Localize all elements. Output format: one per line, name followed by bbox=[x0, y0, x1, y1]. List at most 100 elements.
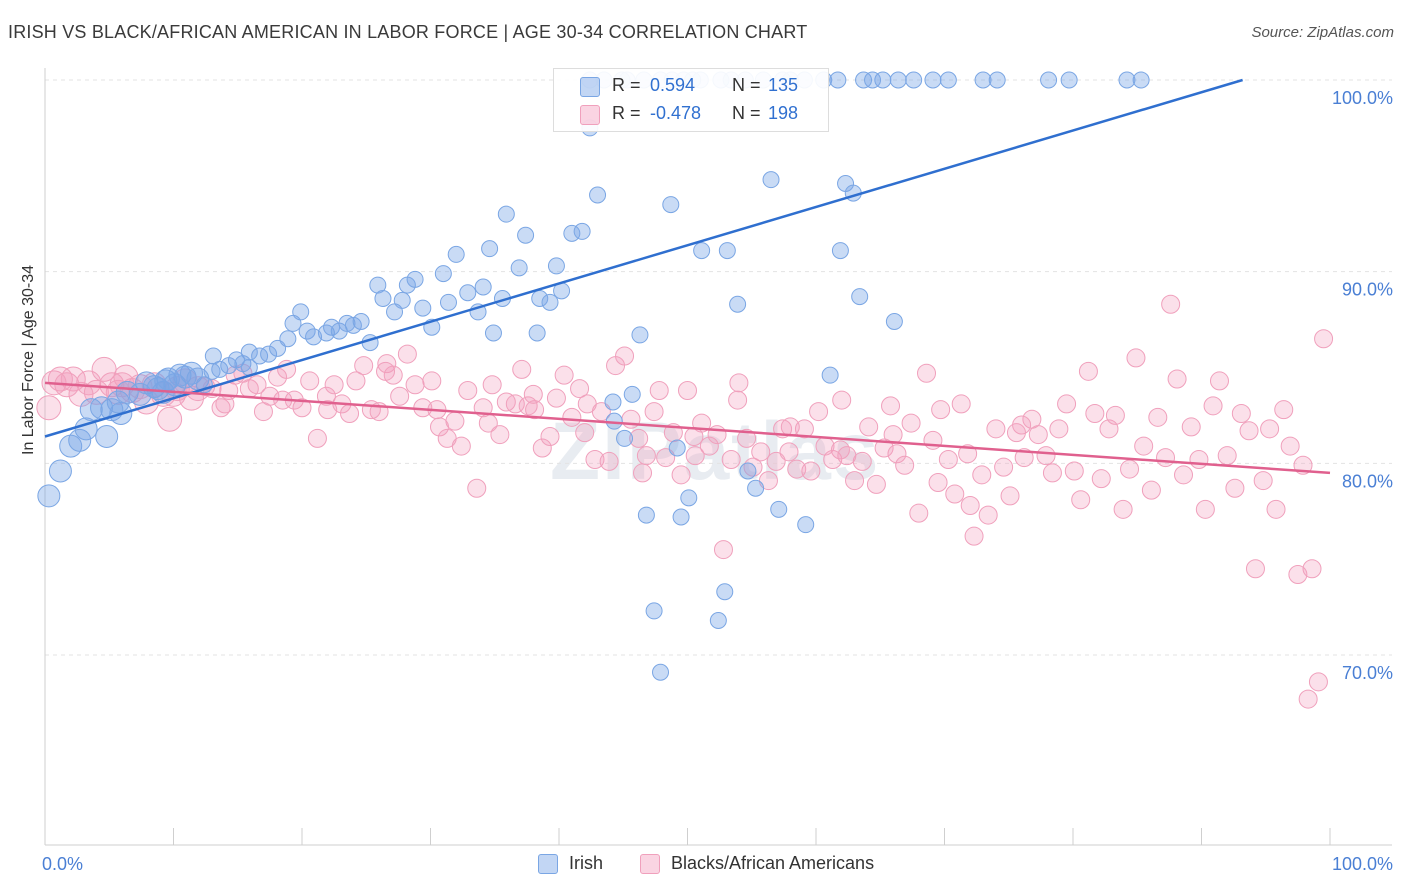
black-point bbox=[1014, 448, 1034, 468]
irish-point bbox=[204, 347, 222, 365]
black-point bbox=[633, 463, 653, 483]
black-point bbox=[340, 404, 360, 423]
black-point bbox=[377, 354, 397, 374]
irish-swatch bbox=[580, 77, 600, 97]
black-point bbox=[397, 344, 417, 364]
irish-point bbox=[631, 326, 649, 344]
black-point bbox=[540, 427, 560, 446]
black-point bbox=[978, 505, 998, 525]
irish-point bbox=[374, 290, 392, 307]
black-point bbox=[1203, 396, 1223, 416]
irish-point bbox=[517, 226, 535, 244]
black-point bbox=[721, 450, 741, 469]
irish-point bbox=[510, 259, 528, 277]
black-point bbox=[671, 465, 691, 485]
irish-point bbox=[547, 257, 565, 275]
black-point bbox=[451, 436, 471, 456]
black-point bbox=[866, 474, 886, 494]
x-axis-ticks bbox=[173, 828, 1331, 845]
black-point bbox=[467, 478, 487, 498]
irish-point bbox=[851, 288, 869, 306]
black-point bbox=[354, 356, 374, 376]
source-label: Source: ZipAtlas.com bbox=[1251, 24, 1394, 41]
black-point bbox=[1036, 446, 1056, 466]
black-point bbox=[1105, 405, 1125, 425]
irish-point bbox=[541, 293, 559, 311]
irish-point bbox=[298, 322, 316, 340]
legend-irish-r: 0.594 bbox=[650, 75, 696, 95]
irish-point bbox=[645, 602, 663, 620]
black-point bbox=[1253, 471, 1273, 491]
irish-point bbox=[797, 516, 815, 534]
black-point bbox=[917, 363, 937, 383]
black-point bbox=[1000, 486, 1020, 506]
black-point bbox=[1308, 672, 1328, 692]
black-point bbox=[938, 450, 958, 469]
irish-point bbox=[414, 299, 432, 317]
black-point bbox=[960, 496, 980, 515]
y-tick-label: 80.0% bbox=[1342, 471, 1393, 491]
black-point bbox=[554, 365, 574, 385]
black-point bbox=[591, 402, 611, 422]
irish-point bbox=[95, 425, 119, 448]
irish-swatch bbox=[538, 854, 558, 874]
black-point bbox=[1049, 419, 1069, 439]
black-point bbox=[1161, 294, 1181, 314]
black-point bbox=[1174, 465, 1194, 485]
black-point bbox=[1298, 689, 1318, 709]
irish-point bbox=[338, 314, 356, 332]
irish-points bbox=[37, 71, 1150, 681]
black-point bbox=[766, 451, 786, 471]
black-point bbox=[585, 450, 605, 469]
black-point bbox=[247, 375, 267, 395]
irish-point bbox=[939, 71, 957, 89]
black-point bbox=[964, 526, 984, 546]
black-point bbox=[656, 448, 676, 468]
legend-n-label: N = bbox=[732, 75, 761, 95]
black-point bbox=[928, 473, 948, 492]
black-point bbox=[713, 540, 733, 560]
black-point bbox=[794, 419, 814, 439]
black-point bbox=[1148, 407, 1168, 427]
irish-point bbox=[589, 186, 607, 204]
irish-point bbox=[369, 276, 387, 294]
black-point bbox=[1195, 499, 1215, 519]
black-point bbox=[1078, 361, 1098, 381]
black-point bbox=[346, 371, 366, 391]
irish-point bbox=[889, 71, 907, 89]
black-point bbox=[1028, 425, 1048, 445]
irish-point bbox=[573, 222, 591, 240]
irish-point bbox=[305, 328, 323, 346]
irish-point bbox=[831, 242, 849, 260]
black-point bbox=[909, 503, 929, 523]
black-point bbox=[737, 428, 757, 448]
black-point bbox=[1120, 459, 1140, 479]
x-tick-label-min: 0.0% bbox=[42, 854, 83, 874]
black-point bbox=[1134, 436, 1154, 456]
irish-point bbox=[173, 365, 197, 389]
irish-point bbox=[729, 295, 747, 313]
black-point bbox=[636, 446, 656, 466]
black-swatch bbox=[640, 854, 660, 874]
irish-point bbox=[439, 293, 457, 311]
black-point bbox=[859, 417, 879, 437]
irish-point bbox=[829, 71, 847, 89]
irish-point bbox=[484, 324, 502, 342]
black-point bbox=[972, 465, 992, 485]
black-point bbox=[728, 390, 748, 410]
black-point bbox=[405, 375, 425, 395]
black-point bbox=[958, 444, 978, 464]
irish-point bbox=[709, 612, 727, 629]
irish-point bbox=[668, 439, 686, 457]
black-point bbox=[1245, 559, 1265, 579]
black-point bbox=[1126, 348, 1146, 368]
chart-title: IRISH VS BLACK/AFRICAN AMERICAN IN LABOR… bbox=[8, 22, 808, 42]
irish-point bbox=[106, 390, 130, 414]
irish-point bbox=[652, 663, 670, 681]
irish-point bbox=[563, 224, 581, 242]
irish-point bbox=[79, 398, 103, 422]
black-point bbox=[751, 442, 771, 462]
black-point bbox=[482, 375, 502, 395]
black-point bbox=[1012, 415, 1032, 435]
irish-point bbox=[528, 324, 546, 342]
